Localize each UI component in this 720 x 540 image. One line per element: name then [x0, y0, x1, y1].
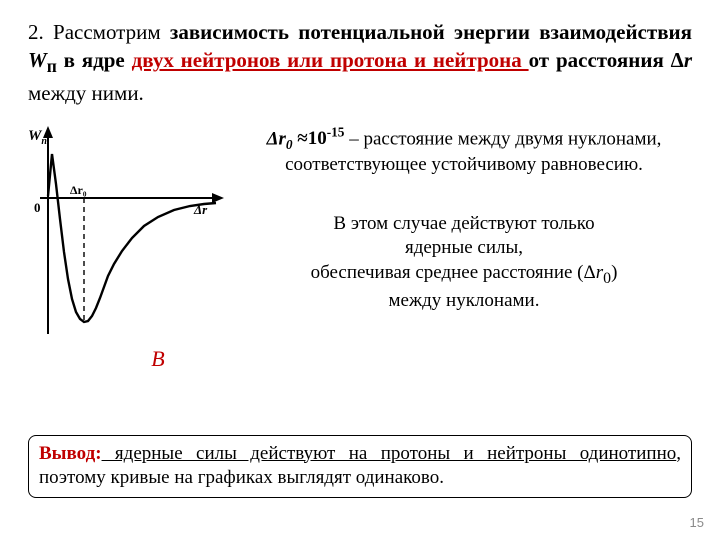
- dr0-definition: Δr0 ≈10-15 – расстояние между двумя нукл…: [236, 124, 692, 178]
- body-l3sub: 0: [603, 270, 611, 287]
- x-axis-arrow: [212, 193, 224, 203]
- title-W-sub: п: [47, 57, 57, 77]
- x-axis-label: Δr: [193, 202, 208, 217]
- potential-curve: [48, 154, 216, 322]
- potential-well-chart: Wп 0 Δr₀ Δr: [28, 124, 228, 339]
- body-l3b: ): [611, 262, 617, 283]
- dr0-label: Δr₀: [70, 183, 87, 197]
- title-r: r: [684, 48, 692, 72]
- title-paragraph: 2. Рассмотрим зависимость потенциальной …: [28, 18, 692, 108]
- body-l4: между нуклонами.: [389, 290, 540, 311]
- def-dr: Δr: [267, 128, 286, 149]
- title-red-underline: двух нейтронов или протона и нейтрона: [132, 48, 529, 72]
- def-rest2: соответствующее устойчивому равновесию.: [285, 154, 643, 175]
- conclusion-underline: ядерные силы действуют на протоны и нейт…: [102, 443, 677, 464]
- title-bold-2: в ядре: [57, 48, 132, 72]
- chart-B-label: В: [88, 346, 228, 372]
- page-number: 15: [690, 515, 704, 530]
- conclusion-box: Вывод: ядерные силы действуют на протоны…: [28, 435, 692, 498]
- title-bold-1: зависимость потенциальной энергии взаимо…: [170, 20, 692, 44]
- text-column: Δr0 ≈10-15 – расстояние между двумя нукл…: [228, 124, 692, 315]
- y-axis-label: Wп: [28, 128, 47, 147]
- title-bold-3: от расстояния Δ: [529, 48, 684, 72]
- def-rest1: – расстояние между двумя нуклонами,: [344, 128, 661, 149]
- title-tail: между ними.: [28, 81, 144, 105]
- body-l1: В этом случае действуют только: [333, 213, 594, 234]
- body-text: В этом случае действуют только ядерные с…: [236, 212, 692, 314]
- body-l3a: обеспечивая среднее расстояние (Δ: [311, 262, 596, 283]
- title-lead: 2. Рассмотрим: [28, 20, 170, 44]
- origin-label: 0: [34, 200, 41, 215]
- mid-row: Wп 0 Δr₀ Δr В Δr0 ≈10-15 – расстояние ме…: [28, 124, 692, 372]
- slide-page: 2. Рассмотрим зависимость потенциальной …: [0, 0, 720, 540]
- def-dr-sub: 0: [286, 137, 293, 152]
- def-approx: ≈10: [293, 128, 327, 149]
- title-W: W: [28, 48, 47, 72]
- body-l2: ядерные силы,: [405, 237, 523, 258]
- chart-column: Wп 0 Δr₀ Δr В: [28, 124, 228, 372]
- conclusion-lead: Вывод:: [39, 443, 102, 464]
- def-exp: -15: [327, 125, 345, 140]
